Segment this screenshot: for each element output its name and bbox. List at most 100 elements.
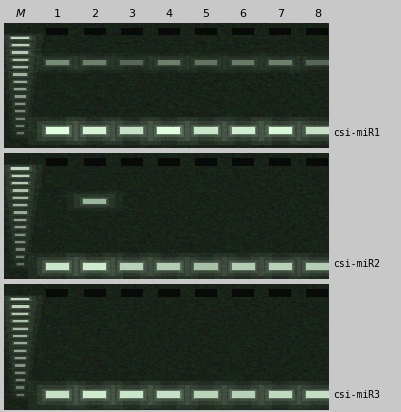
- Bar: [10, 189, 30, 192]
- Bar: [16, 131, 25, 136]
- Bar: [11, 101, 30, 107]
- Bar: [16, 124, 24, 127]
- Bar: [36, 385, 78, 405]
- Bar: [12, 182, 28, 184]
- Bar: [103, 253, 161, 281]
- Bar: [66, 253, 124, 281]
- Bar: [228, 260, 258, 273]
- Bar: [13, 204, 27, 206]
- Bar: [232, 391, 255, 398]
- Bar: [9, 376, 31, 385]
- Bar: [120, 127, 143, 134]
- Bar: [297, 257, 338, 276]
- Bar: [82, 126, 107, 136]
- Bar: [83, 263, 106, 270]
- Bar: [1, 55, 39, 64]
- Bar: [83, 289, 105, 297]
- Bar: [156, 390, 182, 399]
- Bar: [10, 355, 30, 361]
- Text: 1: 1: [54, 9, 61, 19]
- Bar: [6, 56, 34, 63]
- Bar: [14, 103, 26, 105]
- Bar: [193, 390, 219, 399]
- Bar: [251, 381, 309, 409]
- Bar: [11, 312, 29, 316]
- Bar: [14, 240, 26, 244]
- Bar: [0, 309, 41, 318]
- Bar: [2, 193, 38, 202]
- Bar: [9, 114, 31, 123]
- Bar: [5, 42, 36, 48]
- Bar: [103, 117, 161, 145]
- Bar: [83, 61, 106, 66]
- Bar: [36, 257, 78, 276]
- Bar: [259, 385, 301, 405]
- Bar: [16, 248, 24, 250]
- Bar: [259, 121, 301, 140]
- Bar: [14, 350, 26, 352]
- Bar: [252, 53, 308, 73]
- Bar: [12, 44, 29, 46]
- Bar: [11, 167, 29, 170]
- Bar: [195, 61, 217, 66]
- Bar: [232, 289, 254, 297]
- Bar: [46, 391, 69, 398]
- Bar: [228, 124, 258, 137]
- Bar: [302, 124, 332, 137]
- Bar: [178, 53, 234, 73]
- Bar: [0, 295, 43, 304]
- Bar: [14, 261, 27, 267]
- Bar: [82, 60, 107, 66]
- Bar: [83, 159, 105, 166]
- Bar: [157, 127, 180, 134]
- Bar: [119, 262, 144, 271]
- Bar: [9, 166, 32, 171]
- Bar: [9, 340, 32, 346]
- Bar: [103, 381, 161, 409]
- Bar: [14, 392, 27, 398]
- Bar: [302, 389, 332, 401]
- Bar: [9, 86, 31, 92]
- Bar: [80, 197, 109, 206]
- Bar: [214, 117, 272, 145]
- Bar: [14, 233, 26, 236]
- Bar: [15, 241, 26, 243]
- Bar: [232, 127, 255, 134]
- Bar: [5, 85, 35, 94]
- Bar: [156, 126, 182, 136]
- Bar: [4, 35, 36, 41]
- Bar: [9, 209, 32, 216]
- Bar: [6, 187, 34, 194]
- Bar: [37, 56, 77, 70]
- Bar: [195, 159, 217, 166]
- Bar: [9, 217, 31, 223]
- Bar: [83, 391, 106, 398]
- Bar: [15, 117, 25, 120]
- Bar: [193, 262, 219, 271]
- Bar: [16, 117, 24, 120]
- Bar: [28, 381, 86, 409]
- Bar: [251, 253, 309, 281]
- Bar: [11, 44, 30, 47]
- Bar: [185, 257, 227, 276]
- Bar: [260, 56, 300, 70]
- Bar: [3, 201, 37, 210]
- Bar: [14, 88, 26, 90]
- Bar: [45, 126, 70, 136]
- Bar: [28, 253, 86, 281]
- Bar: [306, 61, 329, 66]
- Bar: [305, 60, 330, 66]
- Bar: [12, 370, 29, 376]
- Bar: [6, 49, 35, 56]
- Bar: [16, 255, 24, 258]
- Bar: [14, 357, 26, 359]
- Bar: [120, 263, 143, 270]
- Bar: [43, 389, 73, 401]
- Bar: [297, 385, 338, 405]
- Bar: [12, 80, 28, 84]
- Bar: [46, 263, 69, 270]
- Bar: [8, 107, 32, 116]
- Bar: [306, 391, 329, 398]
- Bar: [140, 253, 198, 281]
- Bar: [11, 129, 29, 138]
